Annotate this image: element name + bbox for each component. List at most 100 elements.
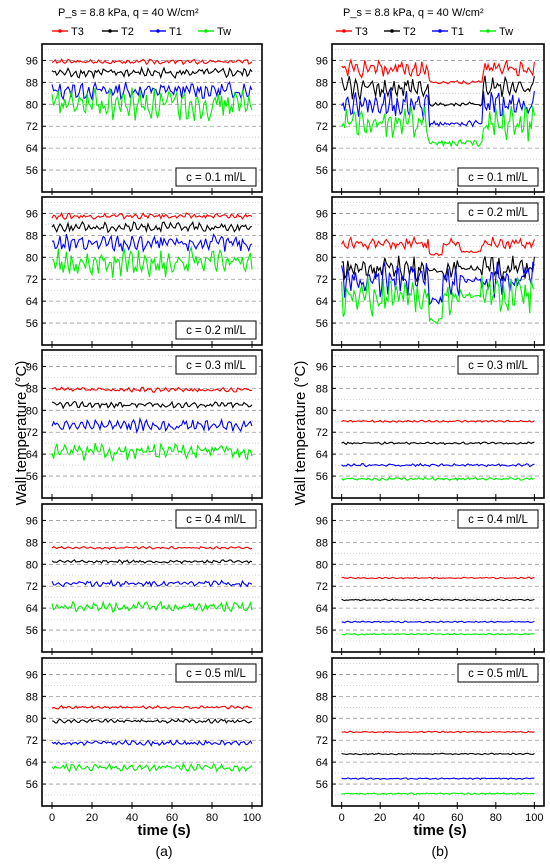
concentration-annotation: c = 0.2 ml/L: [175, 320, 257, 340]
x-tick-label: 100: [243, 812, 261, 824]
x-axis-label-b: time (s): [413, 822, 466, 839]
legend-item-t3-b: T3: [336, 26, 368, 38]
annotation-box: [457, 509, 539, 529]
y-tick-label: 56: [26, 471, 38, 483]
annotation-text: c = 0.1 ml/L: [468, 172, 528, 184]
series-line-t3: [51, 58, 253, 66]
panel-b-5: 56 64 72 80 88 96 0 20 40 60 80 100 c = 0.5 ml/L: [316, 657, 545, 824]
y-tick-label: 96: [316, 361, 328, 373]
concentration-annotation: c = 0.3 ml/L: [175, 355, 257, 375]
y-tick-label: 88: [316, 383, 328, 395]
y-tick-label: 96: [26, 208, 38, 220]
y-tick-label: 88: [26, 383, 38, 395]
y-tick-label: 56: [316, 318, 328, 330]
y-tick-label: 72: [26, 581, 38, 593]
y-tick-label: 88: [26, 77, 38, 89]
y-tick-label: 72: [316, 274, 328, 286]
annotation-text: c = 0.2 ml/L: [468, 207, 528, 219]
column-label-b: (b): [431, 843, 448, 859]
series-line-tw: [51, 442, 253, 463]
legend-item-tw-b: Tw: [480, 26, 513, 38]
y-tick-label: 88: [316, 230, 328, 242]
y-tick-label: 80: [316, 252, 328, 264]
legend-header-b: P_s = 8.8 kPa, q = 40 W/cm²: [343, 7, 484, 19]
panel-b-3: 56 64 72 80 88 96 c = 0.3 ml/L: [316, 349, 545, 501]
x-tick-label: 40: [126, 812, 138, 824]
legend-item-t2-b: T2: [384, 26, 416, 38]
series-line-t2: [341, 441, 535, 446]
plot-frame: [41, 196, 263, 346]
series-line-t3: [341, 576, 535, 580]
annotation-text: c = 0.3 ml/L: [468, 360, 528, 372]
y-tick-label: 72: [26, 427, 38, 439]
legend-item-tw-a: Tw: [198, 26, 231, 38]
series-line-t3: [341, 730, 535, 734]
y-tick-label: 88: [316, 691, 328, 703]
column-label-a: (a): [155, 843, 172, 859]
y-tick-label: 56: [316, 165, 328, 177]
panel-b-1: 56 64 72 80 88 96 c = 0.1 ml/L: [316, 43, 545, 195]
plot-frame: [41, 657, 263, 807]
plot-frame: [331, 196, 545, 346]
y-tick-label: 96: [316, 55, 328, 67]
series-line-t1: [51, 233, 253, 254]
y-tick-label: 64: [316, 143, 328, 155]
legend-marker: [486, 29, 490, 33]
series-line-t3: [51, 705, 253, 710]
legend-marker: [108, 29, 112, 33]
y-tick-label: 64: [26, 449, 38, 461]
legend-a: P_s = 8.8 kPa, q = 40 W/cm² T3 T2 T1 Tw: [52, 7, 231, 38]
series-line-tw: [51, 600, 253, 614]
series-line-t1: [51, 739, 253, 747]
panel-a-1: 56 64 72 80 88 96 c = 0.1 ml/L: [26, 43, 263, 195]
concentration-annotation: c = 0.3 ml/L: [457, 355, 539, 375]
x-tick-label: 60: [451, 812, 463, 824]
legend-label: T3: [355, 26, 368, 38]
series-line-t1: [51, 578, 253, 588]
series-line-t1: [341, 462, 535, 468]
y-tick-label: 88: [26, 230, 38, 242]
series-line-t1: [51, 81, 253, 102]
annotation-box: [175, 320, 257, 340]
series-line-t1: [341, 261, 535, 306]
annotation-box: [457, 167, 539, 187]
y-axis-label-b: Wall temperature (°C): [292, 361, 309, 506]
legend-marker: [156, 29, 160, 33]
series-line-t1: [341, 620, 535, 624]
annotation-box: [457, 355, 539, 375]
series-line-tw: [51, 87, 253, 122]
x-tick-label: 80: [206, 812, 218, 824]
legend-item-t3-a: T3: [52, 26, 84, 38]
y-tick-label: 56: [26, 625, 38, 637]
y-tick-label: 72: [26, 735, 38, 747]
y-tick-label: 56: [26, 318, 38, 330]
y-tick-label: 88: [316, 537, 328, 549]
y-tick-label: 80: [26, 713, 38, 725]
y-tick-label: 80: [26, 405, 38, 417]
series-line-t3: [341, 235, 535, 257]
series-line-t2: [51, 220, 253, 234]
y-tick-label: 72: [316, 121, 328, 133]
panel-b-4: 56 64 72 80 88 96 c = 0.4 ml/L: [316, 503, 545, 655]
series-line-tw: [341, 105, 535, 148]
y-tick-label: 80: [26, 559, 38, 571]
series-line-t2: [51, 559, 253, 565]
y-axis-label-a: Wall temperature (°C): [13, 361, 30, 506]
annotation-text: c = 0.1 ml/L: [186, 172, 246, 184]
y-tick-label: 96: [316, 208, 328, 220]
y-tick-label: 88: [26, 537, 38, 549]
concentration-annotation: c = 0.5 ml/L: [175, 663, 257, 683]
series-line-t2: [341, 255, 535, 282]
legend-label: T2: [121, 26, 134, 38]
legend-b: P_s = 8.8 kPa, q = 40 W/cm² T3 T2 T1 Tw: [336, 7, 513, 38]
y-tick-label: 96: [26, 669, 38, 681]
y-tick-label: 64: [316, 757, 328, 769]
y-tick-label: 72: [316, 735, 328, 747]
legend-label: T1: [169, 26, 182, 38]
y-tick-label: 72: [316, 427, 328, 439]
series-line-t3: [51, 386, 253, 393]
series-line-tw: [341, 792, 535, 795]
series-line-tw: [341, 275, 535, 325]
legend-label: Tw: [217, 26, 231, 38]
